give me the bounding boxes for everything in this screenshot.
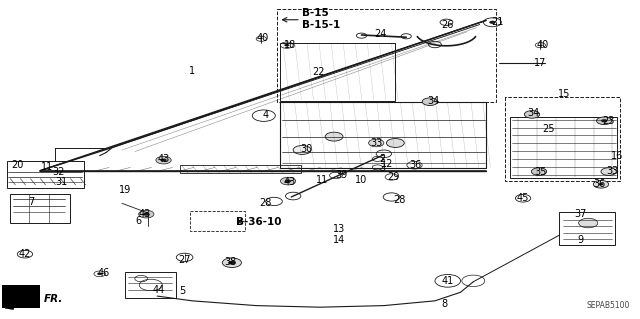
Text: B-15-1: B-15-1 bbox=[302, 20, 340, 31]
Text: 42: 42 bbox=[19, 249, 31, 259]
Text: 2: 2 bbox=[380, 154, 386, 164]
Text: 23: 23 bbox=[602, 116, 615, 126]
Circle shape bbox=[97, 272, 102, 275]
Text: 8: 8 bbox=[442, 299, 447, 309]
Text: 41: 41 bbox=[442, 276, 454, 286]
Text: 28: 28 bbox=[260, 198, 272, 208]
Text: 25: 25 bbox=[542, 124, 555, 134]
Text: 43: 43 bbox=[284, 177, 296, 187]
Circle shape bbox=[422, 98, 438, 106]
Text: 30: 30 bbox=[300, 144, 312, 154]
Text: 36: 36 bbox=[410, 160, 422, 170]
Text: 17: 17 bbox=[534, 58, 547, 68]
Text: 11: 11 bbox=[316, 175, 328, 185]
Circle shape bbox=[369, 139, 384, 147]
Text: 10: 10 bbox=[355, 175, 367, 185]
Text: 33: 33 bbox=[606, 166, 619, 176]
Text: 20: 20 bbox=[12, 160, 24, 170]
Text: 46: 46 bbox=[98, 268, 110, 278]
Polygon shape bbox=[2, 285, 40, 308]
Text: 36: 36 bbox=[593, 179, 606, 189]
Circle shape bbox=[284, 44, 289, 47]
Circle shape bbox=[601, 119, 607, 122]
Text: 6: 6 bbox=[135, 216, 141, 226]
Circle shape bbox=[387, 138, 404, 147]
Circle shape bbox=[280, 177, 296, 185]
Text: 33: 33 bbox=[370, 138, 382, 148]
Text: 44: 44 bbox=[153, 286, 165, 295]
Circle shape bbox=[228, 261, 236, 265]
Text: 11: 11 bbox=[40, 162, 52, 173]
Circle shape bbox=[524, 111, 540, 118]
Text: 12: 12 bbox=[381, 159, 393, 169]
Text: 40: 40 bbox=[536, 40, 548, 49]
Circle shape bbox=[579, 218, 598, 228]
Text: 35: 35 bbox=[534, 167, 547, 177]
Text: 24: 24 bbox=[374, 29, 387, 39]
Text: 13: 13 bbox=[333, 224, 346, 234]
Text: 39: 39 bbox=[335, 170, 347, 180]
Text: 3: 3 bbox=[380, 163, 386, 174]
Text: 29: 29 bbox=[387, 172, 399, 182]
Text: 37: 37 bbox=[574, 209, 587, 219]
Text: 45: 45 bbox=[517, 193, 529, 203]
Text: 14: 14 bbox=[333, 235, 346, 246]
Text: B-36-10: B-36-10 bbox=[236, 217, 281, 227]
Text: 40: 40 bbox=[257, 33, 269, 43]
Text: 34: 34 bbox=[528, 108, 540, 118]
Circle shape bbox=[293, 145, 311, 154]
Circle shape bbox=[285, 180, 291, 183]
Circle shape bbox=[598, 183, 604, 186]
Text: 32: 32 bbox=[52, 167, 65, 177]
Circle shape bbox=[593, 181, 609, 188]
Text: 21: 21 bbox=[492, 17, 504, 27]
Circle shape bbox=[156, 156, 172, 164]
Circle shape bbox=[325, 132, 343, 141]
Text: 38: 38 bbox=[225, 257, 237, 267]
Text: SEPAB5100: SEPAB5100 bbox=[586, 301, 630, 310]
Text: 43: 43 bbox=[157, 154, 170, 164]
Circle shape bbox=[531, 168, 547, 175]
Text: B-15: B-15 bbox=[302, 8, 329, 18]
Circle shape bbox=[139, 210, 154, 218]
Text: 4: 4 bbox=[262, 110, 269, 120]
Circle shape bbox=[161, 159, 167, 162]
Circle shape bbox=[143, 212, 150, 216]
Circle shape bbox=[601, 168, 616, 175]
Text: 43: 43 bbox=[138, 209, 150, 219]
Circle shape bbox=[222, 258, 241, 268]
Text: 34: 34 bbox=[428, 96, 440, 106]
Text: 19: 19 bbox=[119, 185, 131, 195]
Text: 1: 1 bbox=[189, 66, 195, 76]
Text: FR.: FR. bbox=[44, 293, 63, 304]
Text: 7: 7 bbox=[28, 197, 35, 207]
Text: 16: 16 bbox=[611, 151, 623, 161]
Text: 18: 18 bbox=[284, 40, 296, 49]
Text: 28: 28 bbox=[394, 195, 406, 205]
Text: 27: 27 bbox=[179, 255, 191, 264]
Text: 26: 26 bbox=[442, 19, 454, 30]
Text: 15: 15 bbox=[558, 89, 570, 100]
Text: 22: 22 bbox=[312, 67, 324, 77]
Circle shape bbox=[489, 21, 495, 24]
Text: 9: 9 bbox=[577, 235, 584, 246]
Text: 31: 31 bbox=[55, 177, 67, 187]
Text: 5: 5 bbox=[180, 286, 186, 296]
Circle shape bbox=[596, 117, 612, 124]
